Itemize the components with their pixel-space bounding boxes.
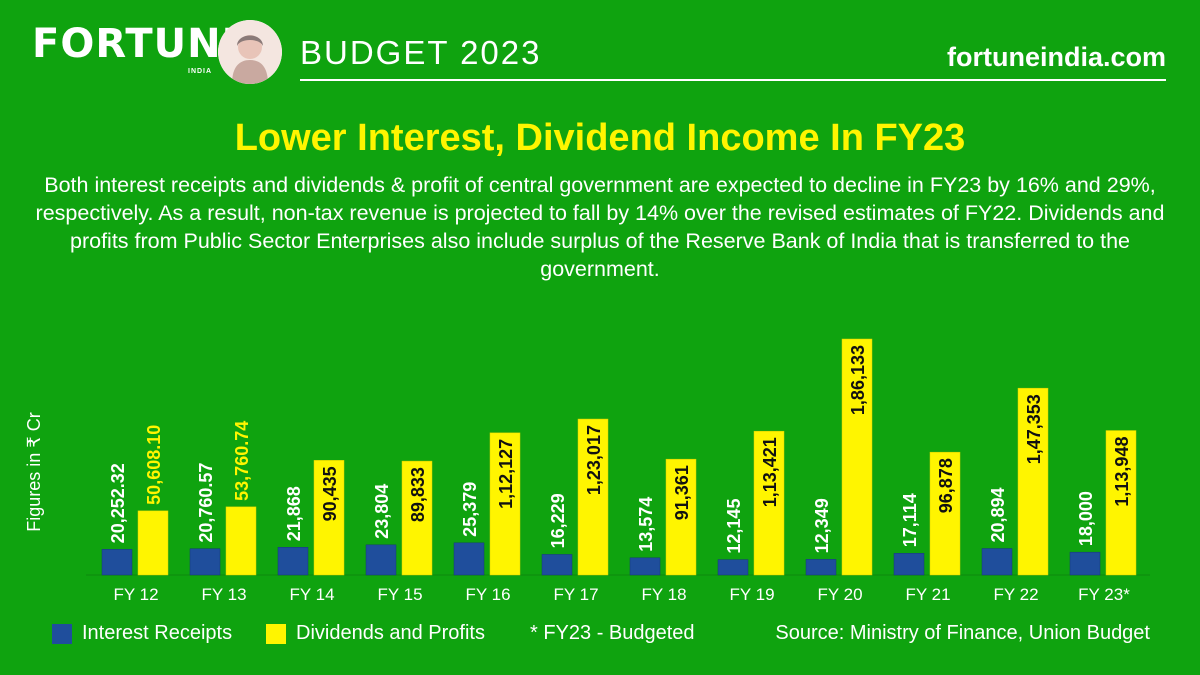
footnote: * FY23 - Budgeted: [530, 622, 695, 644]
data-label-dividends: 89,833: [408, 467, 428, 522]
data-label-interest: 20,760.57: [196, 463, 216, 543]
bar-interest: [453, 542, 485, 576]
budget-label: BUDGET 2023: [300, 34, 542, 71]
bar-interest: [629, 557, 661, 576]
header: FORTUNE INDIA BUDGET 2023 fortuneindia.c…: [0, 0, 1200, 100]
x-tick-label: FY 15: [377, 585, 422, 604]
legend-label-dividends: Dividends and Profits: [296, 622, 485, 644]
x-tick-label: FY 12: [113, 585, 158, 604]
data-label-interest: 23,804: [372, 484, 392, 539]
bar-dividends: [401, 460, 433, 576]
data-label-interest: 13,574: [636, 497, 656, 552]
bar-dividends: [1017, 387, 1049, 576]
portrait-avatar: [218, 20, 282, 84]
site-link[interactable]: fortuneindia.com: [946, 42, 1166, 72]
data-label-dividends: 1,12,127: [496, 439, 516, 509]
data-label-interest: 12,349: [812, 498, 832, 553]
bar-dividends: [1105, 430, 1137, 576]
chart-title: Lower Interest, Dividend Income In FY23: [234, 117, 966, 159]
data-label-interest: 21,868: [284, 486, 304, 541]
x-tick-label: FY 21: [905, 585, 950, 604]
data-label-interest: 20,252.32: [108, 463, 128, 543]
bar-dividends: [577, 418, 609, 576]
source-note: Source: Ministry of Finance, Union Budge…: [775, 622, 1150, 644]
bar-dividends: [753, 430, 785, 576]
bar-interest: [805, 559, 837, 576]
header-divider: [300, 79, 1166, 81]
logo-subtext: INDIA: [188, 68, 213, 75]
data-label-interest: 20,894: [988, 487, 1008, 542]
data-label-interest: 25,379: [460, 482, 480, 537]
data-label-dividends: 1,47,353: [1024, 394, 1044, 464]
x-tick-label: FY 23*: [1078, 585, 1130, 604]
bar-interest: [541, 554, 573, 576]
data-label-interest: 16,229: [548, 493, 568, 548]
bar-interest: [277, 547, 309, 576]
legend-label-interest: Interest Receipts: [82, 622, 233, 644]
bar-dividends: [665, 458, 697, 576]
data-label-dividends: 50,608.10: [144, 425, 164, 505]
data-label-dividends: 96,878: [936, 458, 956, 513]
bar-interest: [893, 553, 925, 576]
data-label-dividends: 91,361: [672, 465, 692, 520]
fortune-logo: FORTUNE: [32, 21, 250, 67]
bar-dividends: [841, 338, 873, 576]
bar-interest: [981, 548, 1013, 576]
data-label-interest: 12,145: [724, 499, 744, 554]
bar-dividends: [313, 460, 345, 576]
data-label-dividends: 1,13,421: [760, 437, 780, 507]
bar-dividends: [225, 506, 257, 576]
data-label-dividends: 1,13,948: [1112, 437, 1132, 507]
data-label-dividends: 53,760.74: [232, 421, 252, 501]
bar-dividends: [489, 432, 521, 576]
legend-swatch-interest: [52, 623, 72, 644]
bar-interest: [189, 548, 221, 576]
legend: Interest Receipts Dividends and Profits …: [0, 620, 1200, 654]
bar-interest: [365, 544, 397, 576]
data-label-dividends: 90,435: [320, 466, 340, 521]
x-tick-label: FY 14: [289, 585, 334, 604]
x-tick-label: FY 13: [201, 585, 246, 604]
chart-description: Both interest receipts and dividends & p…: [35, 173, 1165, 281]
data-label-dividends: 1,23,017: [584, 425, 604, 495]
legend-interest-receipts: Interest Receipts: [52, 622, 232, 645]
bar-interest: [717, 559, 749, 576]
bar-chart: Figures in ₹ Cr 20,252.32 50,608.10 FY 12 20…: [24, 338, 1150, 604]
x-tick-label: FY 22: [993, 585, 1038, 604]
data-label-interest: 18,000: [1076, 491, 1096, 546]
x-tick-label: FY 20: [817, 585, 862, 604]
legend-swatch-dividends: [266, 623, 286, 644]
bar-interest: [101, 549, 133, 576]
data-label-dividends: 1,86,133: [848, 345, 868, 415]
bar-interest: [1069, 551, 1101, 576]
x-tick-label: FY 16: [465, 585, 510, 604]
data-label-interest: 17,114: [900, 493, 920, 547]
x-tick-label: FY 17: [553, 585, 598, 604]
x-tick-label: FY 19: [729, 585, 774, 604]
bar-dividends: [137, 510, 169, 576]
legend-dividends-profits: Dividends and Profits: [266, 622, 485, 645]
bar-dividends: [929, 451, 961, 576]
y-axis-label: Figures in ₹ Cr: [24, 412, 44, 531]
x-tick-label: FY 18: [641, 585, 686, 604]
